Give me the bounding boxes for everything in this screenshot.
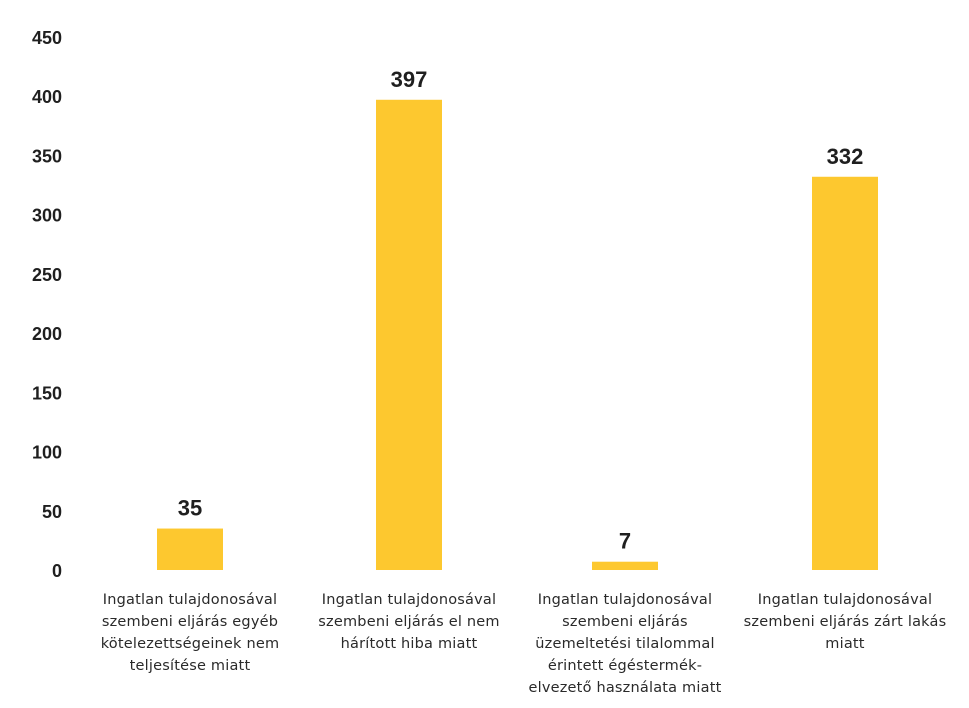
category-label-line: Ingatlan tulajdonosával xyxy=(321,592,497,608)
category-label-line: kötelezettségeinek nem xyxy=(100,636,280,652)
category-label-line: érintett égéstermék- xyxy=(547,658,703,674)
category-label: Ingatlan tulajdonosával szembeni eljárás … xyxy=(85,589,295,677)
data-labels: 35 397 7 332 xyxy=(178,67,864,554)
bar xyxy=(812,176,878,570)
y-axis: 0 50 100 150 200 250 300 350 400 450 xyxy=(32,28,62,581)
y-tick-label: 50 xyxy=(42,502,62,522)
category-label-line: teljesítése miatt xyxy=(129,658,251,674)
category-label-line: Ingatlan tulajdonosával xyxy=(102,592,278,608)
category-label: Ingatlan tulajdonosával szembeni eljárás … xyxy=(304,589,514,655)
category-label-line: szembeni eljárás el nem xyxy=(318,614,500,630)
y-tick-label: 100 xyxy=(32,443,62,463)
bars xyxy=(157,99,878,570)
bar xyxy=(592,561,658,570)
category-label: Ingatlan tulajdonosával szembeni eljárás … xyxy=(740,589,950,655)
y-tick-label: 200 xyxy=(32,324,62,344)
y-tick-label: 150 xyxy=(32,383,62,403)
data-label: 7 xyxy=(619,529,631,554)
y-tick-label: 0 xyxy=(52,561,62,581)
y-tick-label: 350 xyxy=(32,146,62,166)
category-label-line: üzemeltetési tilalommal xyxy=(535,636,715,652)
category-label-line: miatt xyxy=(825,636,865,652)
category-label-line: Ingatlan tulajdonosával xyxy=(757,592,933,608)
data-label: 35 xyxy=(178,496,202,521)
y-tick-label: 400 xyxy=(32,87,62,107)
category-label-line: szembeni eljárás xyxy=(562,614,688,630)
category-label-line: szembeni eljárás egyéb xyxy=(101,614,279,630)
data-label: 332 xyxy=(827,144,864,169)
category-label-line: hárított hiba miatt xyxy=(340,636,478,652)
category-label-line: Ingatlan tulajdonosával xyxy=(537,592,713,608)
category-label-line: szembeni eljárás zárt lakás xyxy=(743,614,947,630)
bar xyxy=(157,528,223,570)
category-label: Ingatlan tulajdonosával szembeni eljárás ü… xyxy=(520,589,730,699)
y-tick-label: 250 xyxy=(32,265,62,285)
y-tick-label: 450 xyxy=(32,28,62,48)
category-label-line: elvezető használata miatt xyxy=(528,680,722,696)
data-label: 397 xyxy=(391,67,428,92)
y-tick-label: 300 xyxy=(32,206,62,226)
bar xyxy=(376,99,442,570)
